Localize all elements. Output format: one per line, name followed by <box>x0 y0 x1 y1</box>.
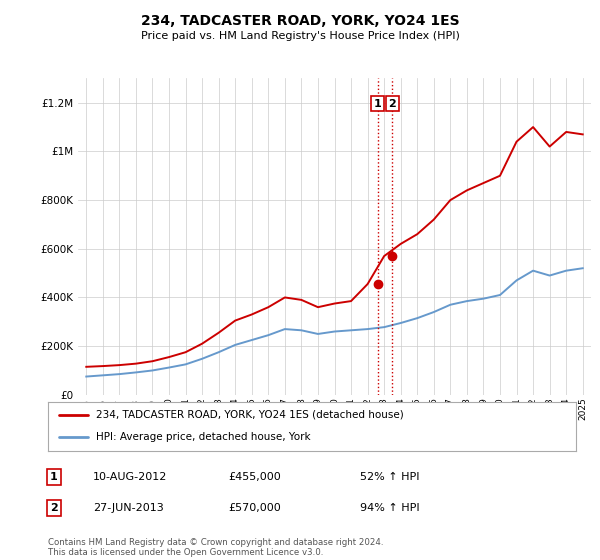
Text: 1: 1 <box>50 472 58 482</box>
Text: 2: 2 <box>50 503 58 513</box>
Text: 234, TADCASTER ROAD, YORK, YO24 1ES: 234, TADCASTER ROAD, YORK, YO24 1ES <box>140 14 460 28</box>
Text: 234, TADCASTER ROAD, YORK, YO24 1ES (detached house): 234, TADCASTER ROAD, YORK, YO24 1ES (det… <box>95 410 403 420</box>
Text: 27-JUN-2013: 27-JUN-2013 <box>93 503 164 513</box>
Text: £455,000: £455,000 <box>228 472 281 482</box>
Text: 94% ↑ HPI: 94% ↑ HPI <box>360 503 419 513</box>
Text: 52% ↑ HPI: 52% ↑ HPI <box>360 472 419 482</box>
Text: 1: 1 <box>374 99 382 109</box>
Text: 2: 2 <box>389 99 396 109</box>
Text: £570,000: £570,000 <box>228 503 281 513</box>
Text: 10-AUG-2012: 10-AUG-2012 <box>93 472 167 482</box>
Text: Price paid vs. HM Land Registry's House Price Index (HPI): Price paid vs. HM Land Registry's House … <box>140 31 460 41</box>
Text: Contains HM Land Registry data © Crown copyright and database right 2024.
This d: Contains HM Land Registry data © Crown c… <box>48 538 383 557</box>
Text: HPI: Average price, detached house, York: HPI: Average price, detached house, York <box>95 432 310 442</box>
